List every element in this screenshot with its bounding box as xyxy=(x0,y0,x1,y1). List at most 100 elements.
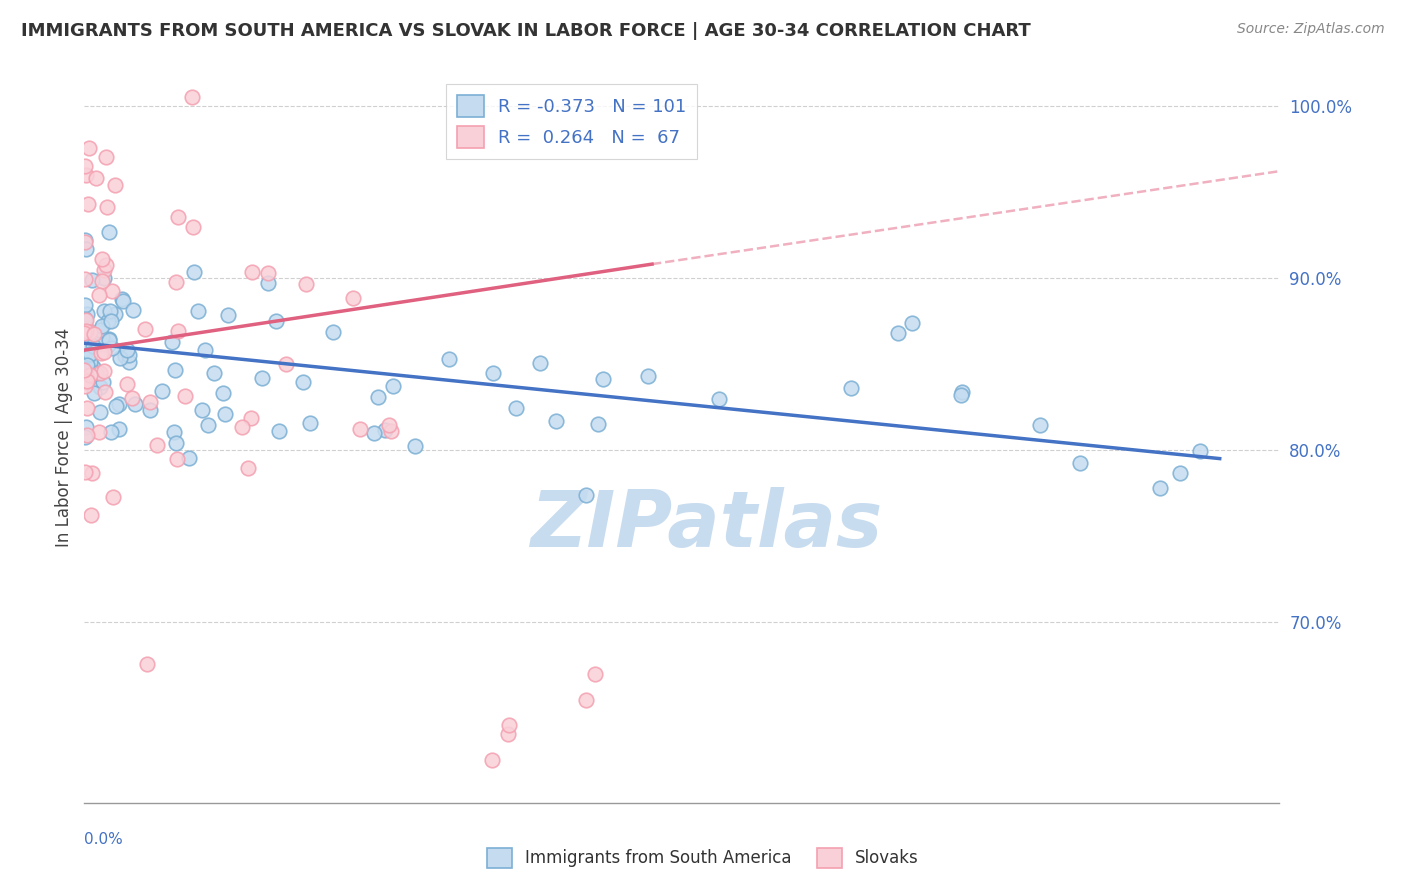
Point xyxy=(949,388,972,402)
Point xyxy=(378,418,401,433)
Point xyxy=(139,403,162,417)
Point xyxy=(190,403,212,417)
Point xyxy=(1149,481,1171,495)
Point xyxy=(96,314,118,328)
Point xyxy=(122,303,145,318)
Point xyxy=(139,395,162,409)
Point xyxy=(93,263,115,277)
Point xyxy=(181,220,204,235)
Point xyxy=(194,343,217,357)
Point xyxy=(481,753,503,767)
Point xyxy=(79,368,101,383)
Point xyxy=(93,376,115,390)
Point xyxy=(529,356,551,370)
Point xyxy=(80,329,103,343)
Point xyxy=(236,461,259,475)
Point xyxy=(496,727,519,741)
Point xyxy=(73,326,96,341)
Point xyxy=(79,508,101,523)
Point xyxy=(79,355,101,369)
Point xyxy=(73,362,96,376)
Point xyxy=(75,430,97,444)
Point xyxy=(575,692,598,706)
Point xyxy=(160,334,183,349)
Point xyxy=(257,266,280,280)
Point xyxy=(257,277,280,291)
Point xyxy=(90,345,112,359)
Point xyxy=(150,384,173,398)
Point xyxy=(900,316,922,330)
Point xyxy=(202,366,225,380)
Point xyxy=(163,363,186,377)
Point xyxy=(75,321,97,335)
Point xyxy=(75,168,97,182)
Point xyxy=(80,467,103,481)
Point xyxy=(76,358,98,372)
Point xyxy=(163,425,186,439)
Point xyxy=(183,265,205,279)
Point xyxy=(89,323,111,337)
Point xyxy=(100,425,122,439)
Point xyxy=(83,327,105,342)
Legend: Immigrants from South America, Slovaks: Immigrants from South America, Slovaks xyxy=(481,841,925,875)
Point xyxy=(80,273,103,287)
Point xyxy=(100,314,122,328)
Text: Source: ZipAtlas.com: Source: ZipAtlas.com xyxy=(1237,22,1385,37)
Point xyxy=(592,372,614,386)
Point xyxy=(342,291,364,305)
Point xyxy=(73,298,96,312)
Point xyxy=(93,344,115,359)
Point xyxy=(93,271,115,285)
Point xyxy=(546,414,568,428)
Point xyxy=(181,90,204,104)
Point xyxy=(295,277,318,292)
Point xyxy=(73,159,96,173)
Point xyxy=(166,210,188,224)
Text: IMMIGRANTS FROM SOUTH AMERICA VS SLOVAK IN LABOR FORCE | AGE 30-34 CORRELATION C: IMMIGRANTS FROM SOUTH AMERICA VS SLOVAK … xyxy=(21,22,1031,40)
Point xyxy=(79,347,101,361)
Point xyxy=(108,422,131,436)
Point xyxy=(84,366,107,380)
Point xyxy=(100,341,122,355)
Point xyxy=(114,349,136,363)
Point xyxy=(124,397,146,411)
Point xyxy=(76,428,98,442)
Point xyxy=(75,375,97,389)
Point xyxy=(575,488,598,502)
Point xyxy=(101,284,124,298)
Point xyxy=(177,450,200,465)
Point xyxy=(298,416,321,430)
Point xyxy=(76,375,98,389)
Point xyxy=(707,392,730,406)
Point xyxy=(380,424,402,438)
Point xyxy=(146,438,169,452)
Point xyxy=(98,303,121,318)
Point xyxy=(1188,444,1211,458)
Point xyxy=(583,666,606,681)
Point xyxy=(90,318,112,333)
Point xyxy=(73,336,96,351)
Point xyxy=(96,201,118,215)
Point xyxy=(135,657,157,672)
Point xyxy=(75,420,97,434)
Point xyxy=(76,401,98,416)
Point xyxy=(101,490,124,504)
Point xyxy=(104,178,127,192)
Point xyxy=(586,417,609,431)
Point xyxy=(76,307,98,321)
Point xyxy=(91,274,114,288)
Point xyxy=(96,258,118,272)
Point xyxy=(86,338,108,352)
Point xyxy=(374,423,396,437)
Point xyxy=(75,465,97,479)
Point xyxy=(91,330,114,344)
Point xyxy=(437,351,460,366)
Point xyxy=(482,366,505,380)
Point xyxy=(887,326,910,341)
Point xyxy=(231,420,253,434)
Point xyxy=(250,371,273,385)
Point xyxy=(75,313,97,327)
Point xyxy=(839,381,862,395)
Point xyxy=(240,265,263,279)
Point xyxy=(111,293,134,307)
